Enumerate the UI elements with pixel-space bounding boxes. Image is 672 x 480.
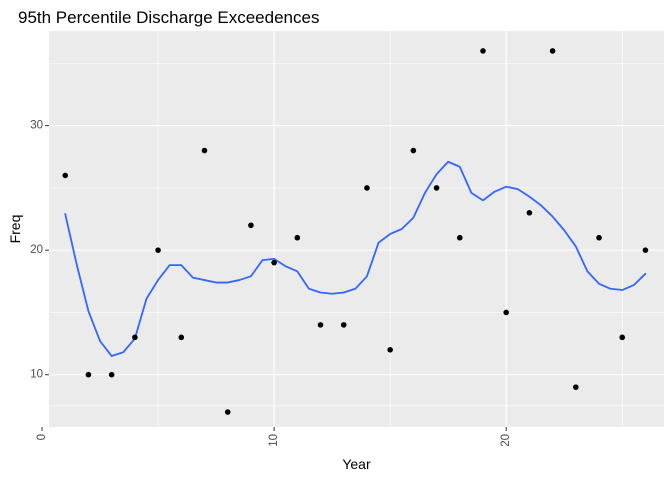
data-point — [340, 322, 347, 328]
data-point — [456, 234, 463, 241]
data-point — [642, 247, 649, 253]
data-point — [619, 334, 626, 341]
x-tick-labels: 0 10 20 — [36, 434, 512, 447]
data-point — [248, 222, 254, 229]
y-tick-label: 10 — [30, 369, 43, 381]
data-point — [294, 234, 301, 241]
data-point — [224, 409, 231, 415]
data-point — [364, 185, 370, 191]
data-point — [271, 259, 277, 266]
data-points — [62, 48, 649, 415]
data-point — [155, 247, 161, 253]
grid-minor — [49, 31, 664, 427]
data-point — [108, 371, 115, 378]
x-axis-title: Year — [342, 456, 371, 472]
smooth-trend-line — [64, 160, 647, 357]
data-point — [62, 172, 69, 179]
data-point — [433, 185, 440, 191]
data-point — [132, 334, 138, 341]
data-point — [596, 234, 602, 241]
chart-title: 95th Percentile Discharge Exceedences — [18, 8, 319, 27]
x-tick-label: 20 — [500, 434, 512, 447]
y-tick-label: 30 — [30, 120, 43, 132]
data-point — [526, 210, 533, 216]
y-tick-label: 20 — [30, 244, 43, 256]
data-point — [178, 334, 185, 341]
plot-panel — [49, 31, 664, 427]
data-point — [85, 371, 92, 378]
data-point — [387, 346, 393, 353]
data-point — [503, 309, 509, 316]
grid-major — [41, 31, 664, 427]
y-tick-labels: 10 20 30 — [30, 120, 43, 381]
data-point — [573, 384, 579, 390]
data-point — [201, 147, 208, 154]
axis-ticks — [41, 125, 507, 431]
x-tick-label: 0 — [36, 434, 48, 440]
data-point — [480, 48, 486, 54]
y-axis-title: Freq — [7, 215, 23, 244]
data-point — [549, 48, 556, 54]
x-tick-label: 10 — [268, 434, 280, 447]
data-point — [317, 322, 324, 328]
data-point — [410, 147, 417, 154]
